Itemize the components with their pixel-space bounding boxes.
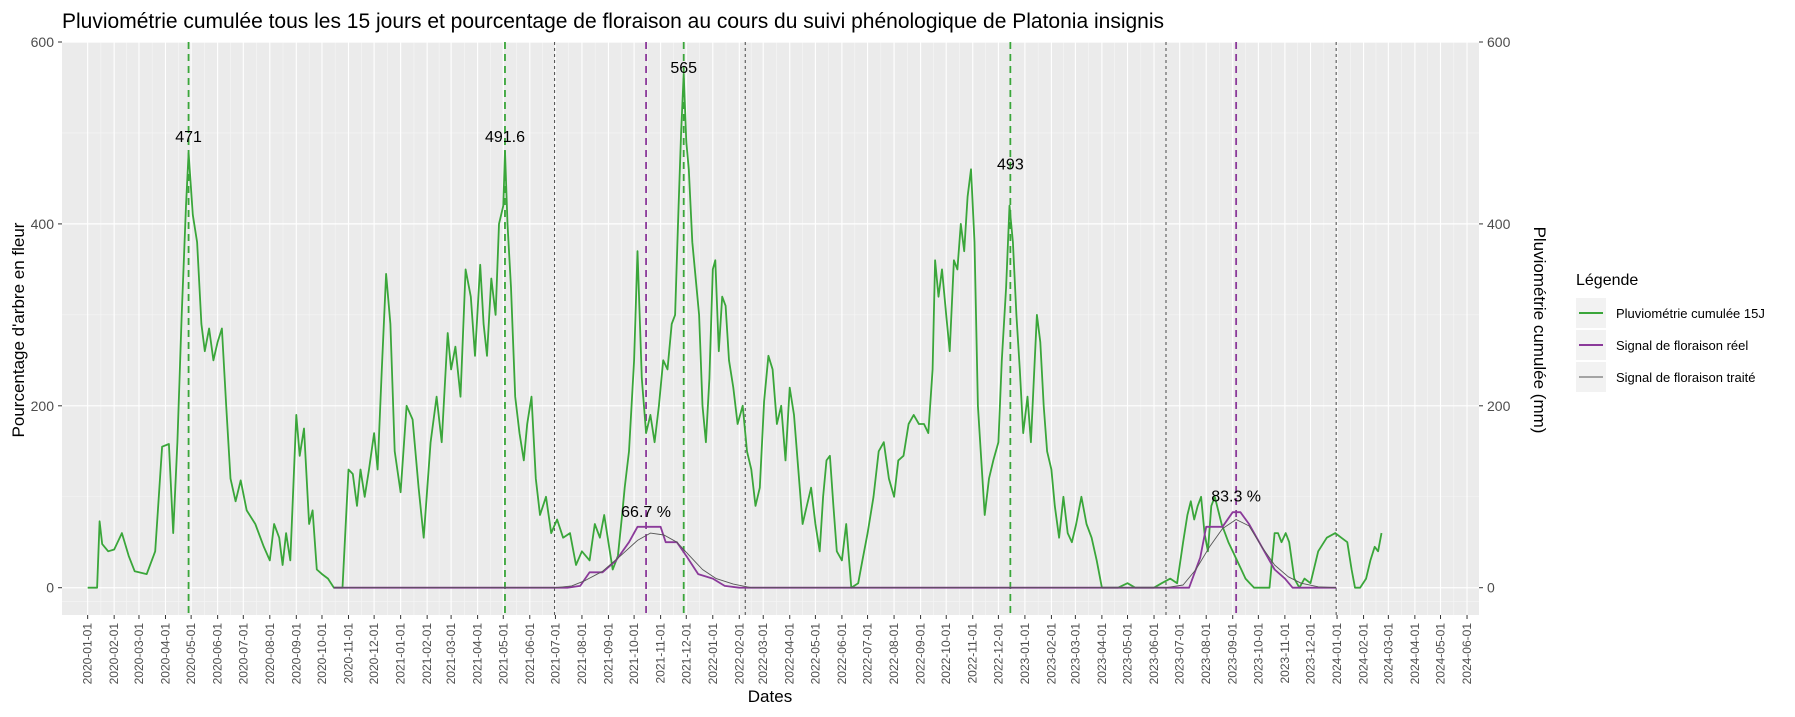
x-tick-label: 2024-01-01 (1330, 623, 1344, 685)
x-axis-title: Dates (748, 687, 792, 706)
grid-minor (62, 42, 1479, 615)
x-tick-label: 2023-04-01 (1095, 623, 1109, 685)
y-tick-label-left: 600 (31, 34, 55, 50)
x-tick-label: 2022-04-01 (783, 623, 797, 685)
x-tick-label: 2023-03-01 (1068, 623, 1082, 685)
legend-title: Légende (1576, 272, 1638, 289)
series-lines (87, 72, 1383, 589)
x-tick-label: 2022-10-01 (939, 623, 953, 685)
x-tick-label: 2023-02-01 (1044, 623, 1058, 685)
x-tick-label: 2021-06-01 (523, 623, 537, 685)
x-tick-label: 2022-01-01 (706, 623, 720, 685)
y-axis-right-title: Pluviométrie cumulée (mm) (1530, 227, 1549, 434)
x-tick-label: 2022-06-01 (835, 623, 849, 685)
x-tick-label: 2023-05-01 (1121, 623, 1135, 685)
x-tick-label: 2023-11-01 (1278, 623, 1292, 684)
y-tick-label-right: 200 (1487, 398, 1511, 414)
x-tick-label: 2021-05-01 (496, 623, 510, 685)
x-tick-label: 2020-03-01 (132, 623, 146, 685)
legend: Légende Pluviométrie cumulée 15J Signal d… (1576, 272, 1765, 392)
x-tick-label: 2020-02-01 (107, 623, 121, 685)
x-tick-label: 2024-05-01 (1434, 623, 1448, 685)
x-tick-label: 2024-02-01 (1357, 623, 1371, 685)
x-tick-label: 2021-07-01 (548, 623, 562, 685)
annotation-label: 471 (175, 129, 202, 146)
x-tick-label: 2022-12-01 (991, 623, 1005, 685)
y-tick-label-left: 0 (46, 580, 54, 596)
y-tick-label-right: 400 (1487, 216, 1511, 232)
x-tick-label: 2022-02-01 (732, 623, 746, 685)
y-tick-label-left: 200 (31, 398, 55, 414)
chart-title: Pluviométrie cumulée tous les 15 jours e… (62, 10, 1164, 33)
x-tick-label: 2020-07-01 (236, 623, 250, 685)
x-axis: 2020-01-01 2020-02-01 2020-03-01 2020-04-01… (81, 615, 1474, 684)
x-tick-label: 2023-06-01 (1147, 623, 1161, 685)
x-tick-label: 2022-09-01 (914, 623, 928, 685)
x-tick-label: 2021-11-01 (654, 623, 668, 684)
x-tick-label: 2023-01-01 (1018, 623, 1032, 685)
x-tick-label: 2021-01-01 (394, 623, 408, 685)
y-axis-right: 0 200 400 600 (1479, 34, 1511, 596)
x-tick-label: 2021-03-01 (444, 623, 458, 685)
x-tick-label: 2023-08-01 (1199, 623, 1213, 685)
x-tick-label: 2021-09-01 (601, 623, 615, 685)
x-tick-label: 2022-08-01 (887, 623, 901, 685)
x-tick-label: 2020-11-01 (341, 623, 355, 684)
y-tick-label-right: 0 (1487, 580, 1495, 596)
annotation-label: 493 (997, 156, 1024, 173)
x-tick-label: 2022-03-01 (756, 623, 770, 685)
x-tick-label: 2023-09-01 (1226, 623, 1240, 685)
x-tick-label: 2021-08-01 (575, 623, 589, 685)
x-tick-label: 2022-07-01 (861, 623, 875, 685)
x-tick-label: 2022-11-01 (966, 623, 980, 684)
x-tick-label: 2024-06-01 (1460, 623, 1474, 685)
annotation-label: 66.7 % (621, 504, 671, 521)
y-axis-left-title: Pourcentage d'arbre en fleur (9, 222, 28, 437)
x-tick-label: 2020-05-01 (184, 623, 198, 685)
annotation-label: 83.3 % (1211, 488, 1261, 505)
x-tick-label: 2020-08-01 (263, 623, 277, 685)
x-tick-label: 2020-09-01 (289, 623, 303, 685)
x-tick-label: 2021-02-01 (420, 623, 434, 685)
x-tick-label: 2022-05-01 (808, 623, 822, 685)
x-tick-label: 2023-10-01 (1251, 623, 1265, 685)
x-tick-label: 2020-12-01 (367, 623, 381, 685)
plot-panel (62, 42, 1479, 615)
x-tick-label: 2020-06-01 (211, 623, 225, 685)
annotation-label: 491.6 (485, 129, 525, 146)
y-tick-label-right: 600 (1487, 34, 1511, 50)
series-line-1 (87, 72, 1383, 589)
x-tick-label: 2023-12-01 (1304, 623, 1318, 685)
x-tick-label: 2021-04-01 (471, 623, 485, 685)
x-tick-label: 2024-03-01 (1381, 623, 1395, 685)
x-tick-label: 2020-04-01 (158, 623, 172, 685)
series-line-3 (333, 519, 1337, 589)
y-tick-label-left: 400 (31, 216, 55, 232)
y-axis-left: 0 200 400 600 (31, 34, 62, 596)
legend-label: Signal de floraison traité (1616, 370, 1755, 385)
x-tick-label: 2020-10-01 (315, 623, 329, 685)
legend-label: Signal de floraison réel (1616, 338, 1748, 353)
x-tick-label: 2024-04-01 (1408, 623, 1422, 685)
legend-label: Pluviométrie cumulée 15J (1616, 306, 1765, 321)
annotations: 471 491.6 565 493 66.7 % 83.3 % (175, 60, 1261, 521)
annotation-label: 565 (670, 60, 697, 77)
x-tick-label: 2020-01-01 (81, 623, 95, 685)
x-tick-label: 2021-12-01 (679, 623, 693, 685)
x-tick-label: 2021-10-01 (627, 623, 641, 685)
x-tick-label: 2023-07-01 (1173, 623, 1187, 685)
